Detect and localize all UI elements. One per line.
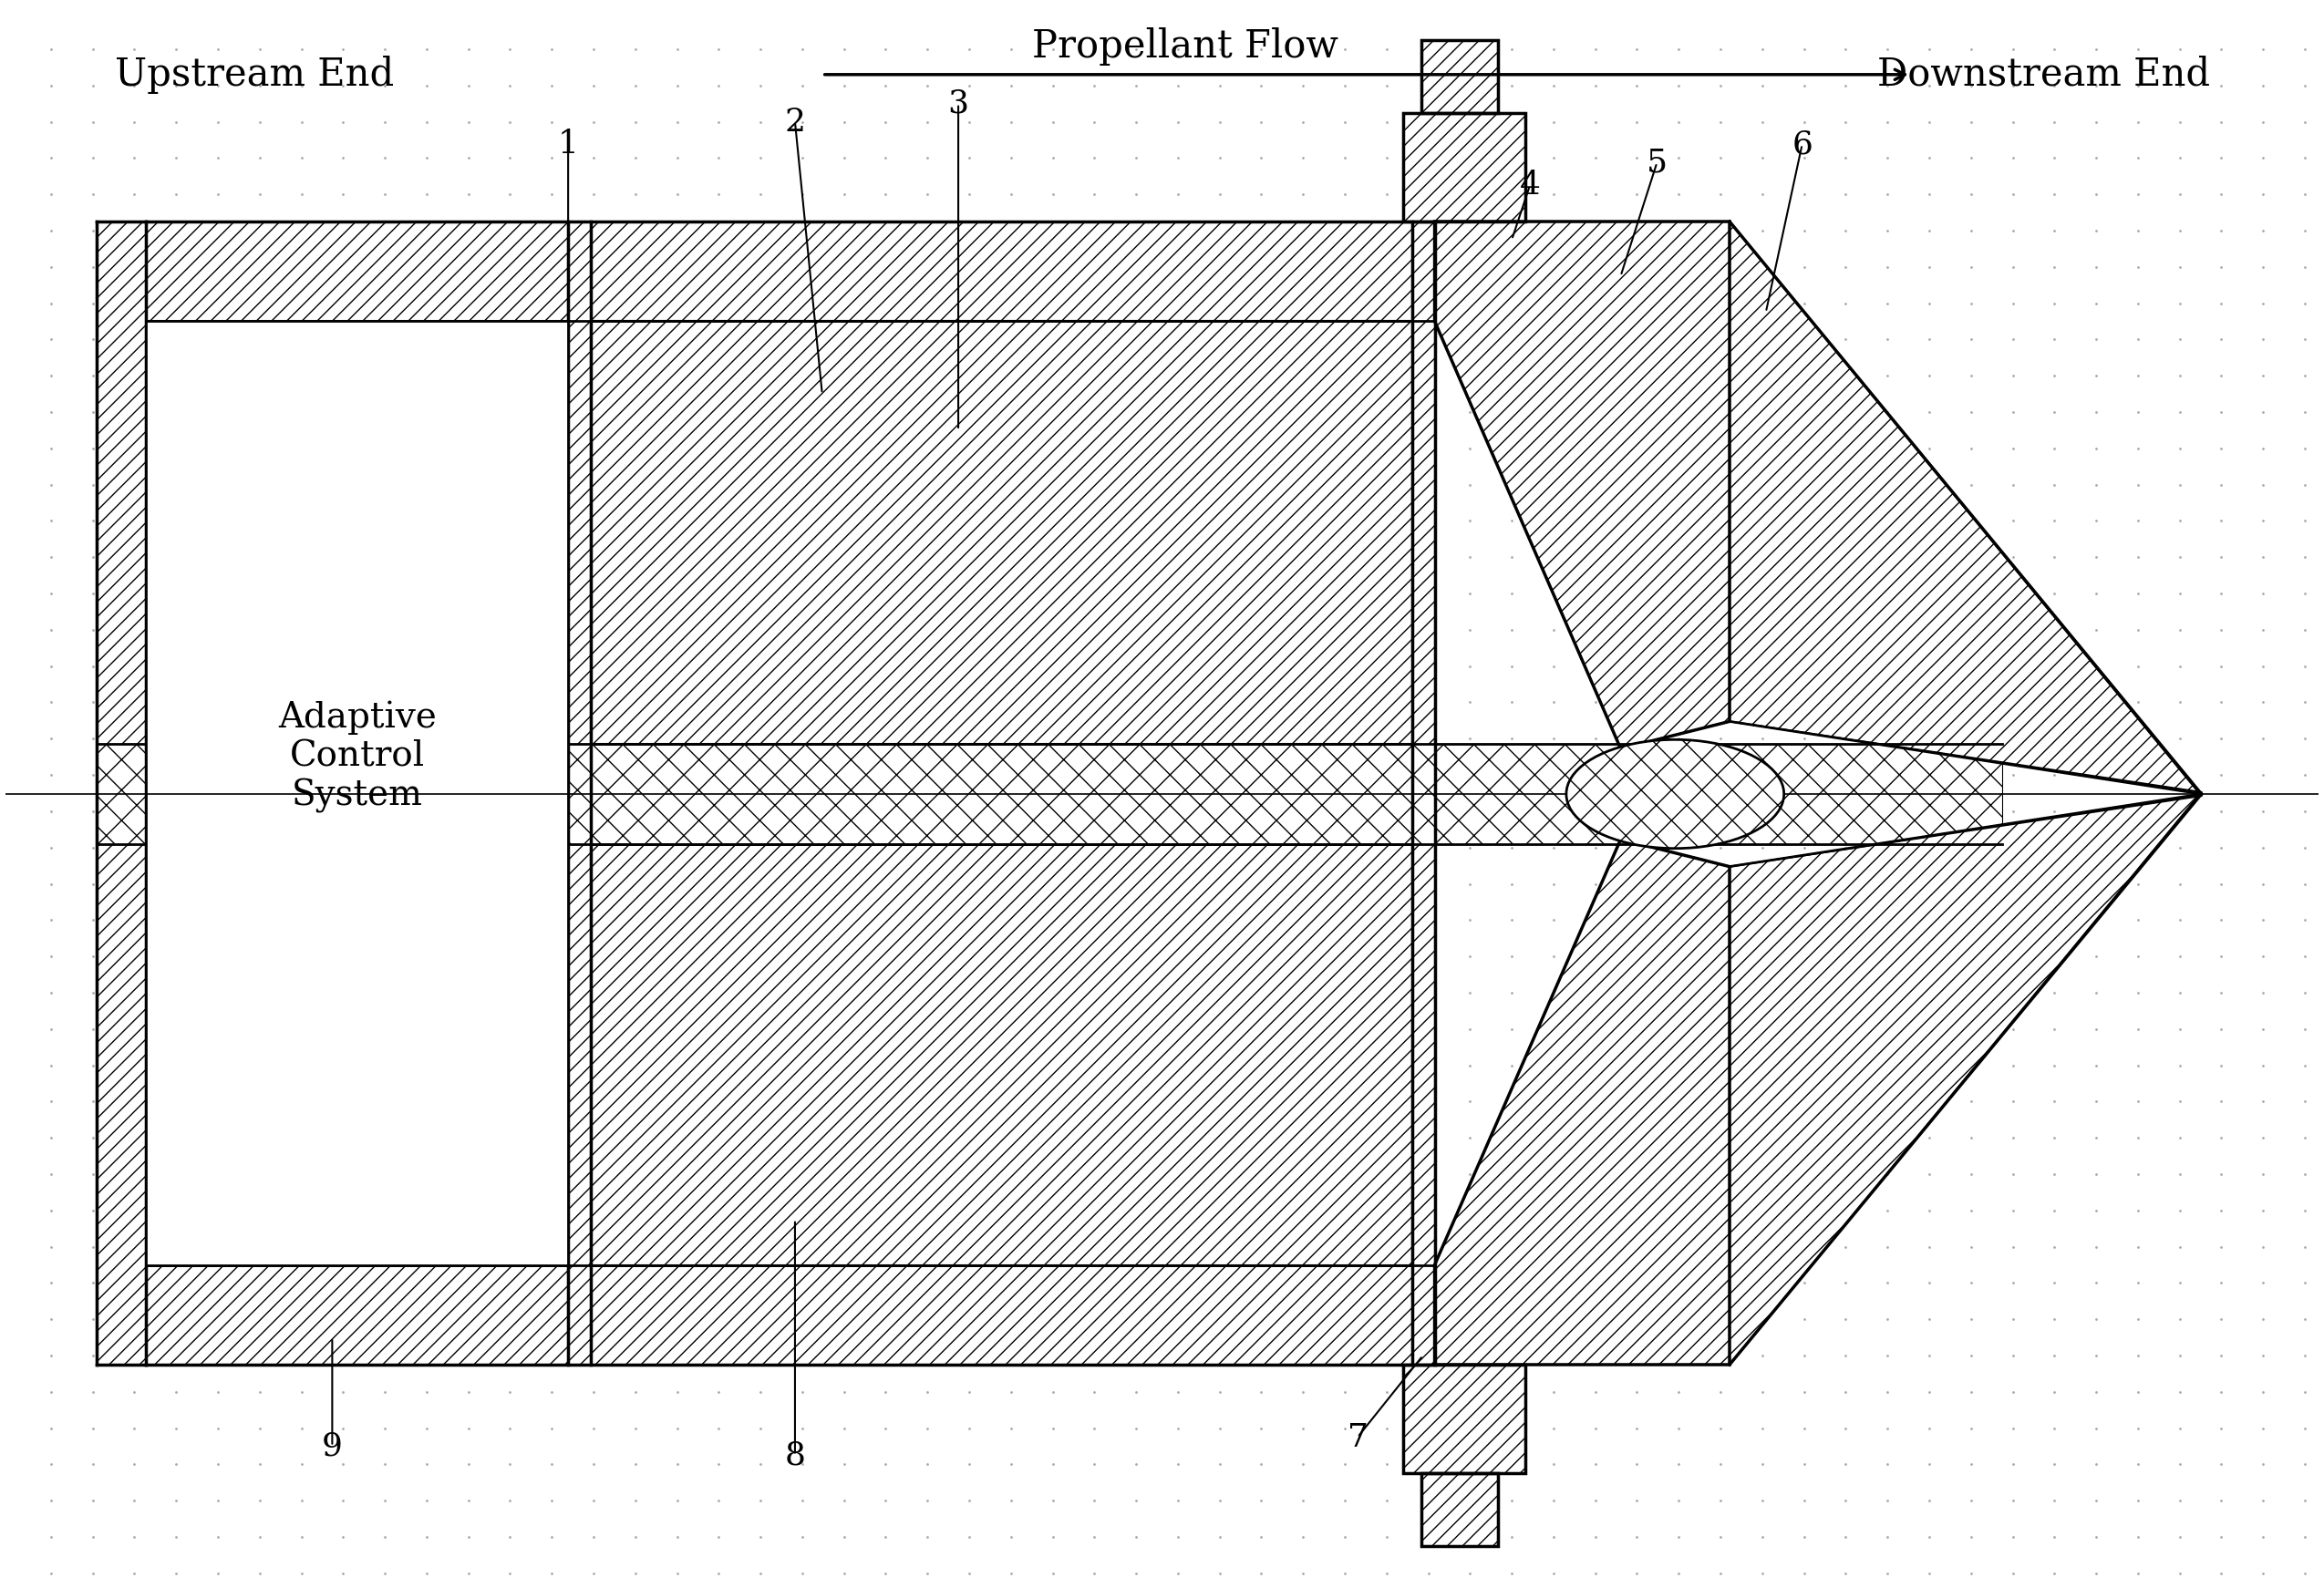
Polygon shape [95, 222, 146, 1364]
Polygon shape [1404, 1364, 1525, 1474]
Polygon shape [567, 222, 590, 1364]
Text: 2: 2 [786, 106, 806, 137]
Text: 1: 1 [558, 129, 579, 160]
Text: Downstream End: Downstream End [1878, 56, 2210, 94]
Polygon shape [590, 843, 1413, 1266]
Text: Propellant Flow: Propellant Flow [1032, 27, 1339, 65]
Text: 5: 5 [1645, 148, 1669, 178]
Bar [1404, 113, 1525, 222]
Bar [1420, 1474, 1499, 1547]
Polygon shape [1434, 222, 1729, 748]
Polygon shape [590, 321, 1413, 745]
Polygon shape [1566, 740, 1785, 848]
Polygon shape [1420, 40, 1499, 113]
Bar [1420, 40, 1499, 113]
Polygon shape [1404, 113, 1525, 222]
Polygon shape [1729, 792, 2201, 1364]
Text: 4: 4 [1520, 170, 1541, 200]
Polygon shape [95, 745, 2001, 843]
Polygon shape [1729, 222, 2201, 796]
Text: 6: 6 [1792, 129, 1813, 160]
Text: 7: 7 [1348, 1421, 1369, 1453]
Bar [1404, 1364, 1525, 1474]
Polygon shape [146, 1266, 1434, 1364]
Text: Upstream End: Upstream End [114, 56, 393, 94]
Polygon shape [1420, 1474, 1499, 1547]
Text: 9: 9 [321, 1431, 342, 1463]
Text: Adaptive
Control
System: Adaptive Control System [279, 700, 437, 813]
Polygon shape [146, 222, 1434, 321]
Bar [146, 321, 567, 1266]
Polygon shape [1434, 840, 1729, 1364]
Polygon shape [1413, 222, 1434, 1364]
Text: 8: 8 [786, 1440, 806, 1470]
Text: 3: 3 [948, 87, 969, 119]
